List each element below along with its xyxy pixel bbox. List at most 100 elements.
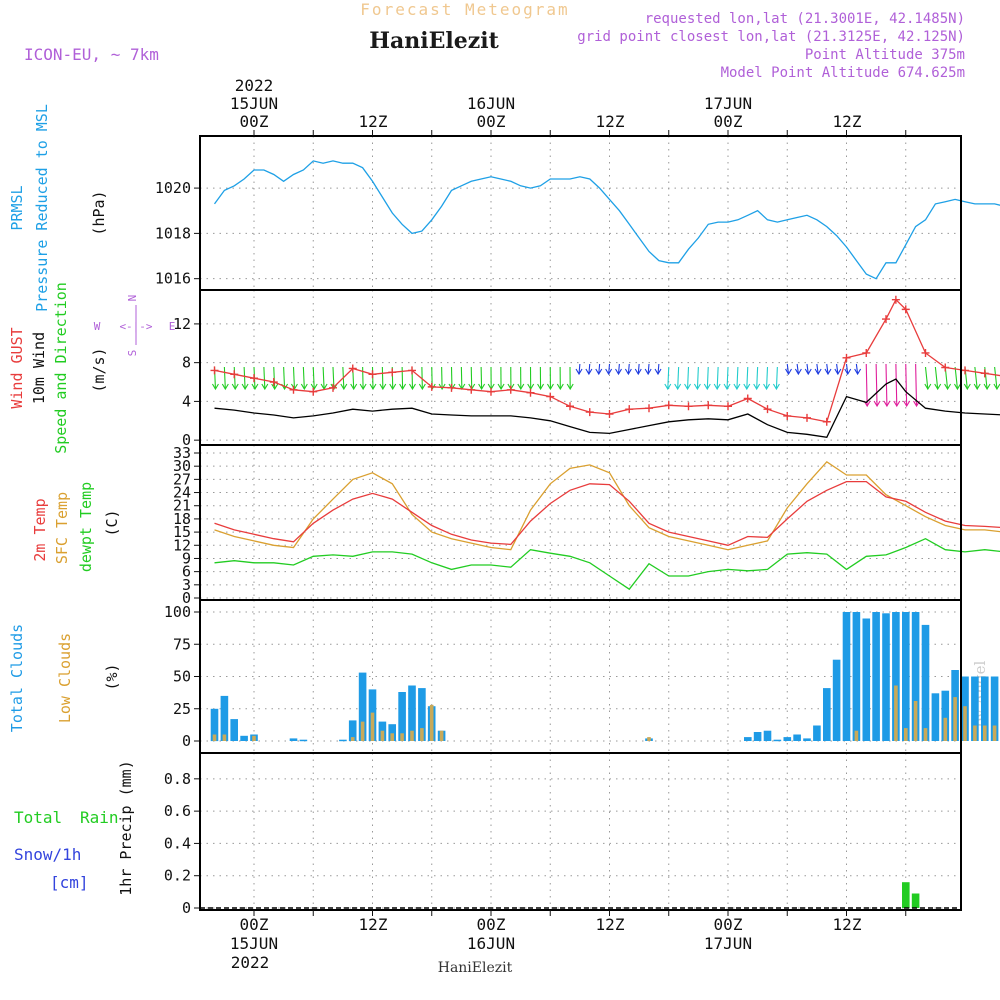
wind-direction-arrowhead <box>763 383 771 391</box>
wind-direction-arrowhead <box>674 383 682 391</box>
footer-location: HaniElezit <box>438 960 513 976</box>
gridpoint-coords: grid point closest lon,lat (21.3125E, 42… <box>577 29 965 45</box>
compass-north: N <box>126 295 139 302</box>
wind-direction-arrow <box>845 363 849 375</box>
temp-dew-label: dewpt Temp <box>77 482 95 572</box>
total-cloud-bar <box>289 738 298 741</box>
wind-direction-arrow <box>746 366 749 390</box>
y-tick-label-pressure: 1020 <box>155 179 191 197</box>
wind-gust-marker <box>269 378 278 387</box>
wind-gust-marker <box>891 295 900 304</box>
bottom-label-2-date: 16JUN <box>467 934 515 953</box>
wind-gust-marker <box>467 385 476 394</box>
wind-direction-arrow <box>332 366 335 390</box>
total-cloud-bar <box>862 618 871 741</box>
wind-gust-marker <box>348 364 357 373</box>
wind-direction-arrowhead <box>595 368 603 376</box>
y-tick-label-temperature: 15 <box>173 523 191 541</box>
precip-axis-label: 1hr Precip (mm) <box>117 760 135 895</box>
total-cloud-bar <box>773 739 782 742</box>
low-cloud-bar <box>420 728 424 741</box>
low-cloud-bar <box>390 733 394 741</box>
wind-direction-arrow <box>875 363 878 407</box>
low-cloud-bar <box>222 734 227 741</box>
wind-direction-arrowhead <box>359 383 367 391</box>
wind-direction-arrowhead <box>211 383 219 391</box>
y-tick-label-clouds: 75 <box>173 635 191 653</box>
bottom-label-0-year: 2022 <box>231 953 270 972</box>
low-cloud-bar <box>904 728 908 741</box>
frame-layer: 1016101810200481203691215182124273033025… <box>155 130 962 917</box>
pressure-line <box>213 160 1000 280</box>
wind-direction-arrowhead <box>497 383 505 391</box>
wind-direction-arrow <box>836 363 839 375</box>
total-cloud-bar <box>408 685 416 741</box>
wind-direction-arrow <box>816 363 819 375</box>
total-cloud-bar <box>803 738 811 741</box>
wind-direction-arrowhead <box>934 383 942 391</box>
y-tick-label-temperature: 30 <box>173 457 191 475</box>
top-label-0-year: 2022 <box>235 76 274 95</box>
wind-direction-arrowhead <box>693 383 701 391</box>
total-cloud-bar <box>981 676 989 741</box>
wind-gust-marker <box>961 366 969 375</box>
wind-direction-arrowhead <box>944 383 952 391</box>
wind-gust-marker <box>625 405 634 414</box>
low-cloud-bar <box>370 712 375 741</box>
total-cloud-bar <box>793 734 801 741</box>
total-cloud-bar <box>842 612 851 741</box>
precip-total-label: Total <box>14 808 62 827</box>
wind-direction-arrowhead <box>903 400 911 408</box>
total-cloud-bar <box>990 676 999 741</box>
wind-gust-marker <box>487 387 495 396</box>
rain-bar <box>911 893 920 908</box>
wind-gust-label: Wind GUST <box>8 327 26 408</box>
wind-direction-arrowhead <box>743 383 751 391</box>
wind-gust-marker <box>783 411 792 420</box>
wind-direction-arrow <box>855 363 859 375</box>
y-tick-label-temperature: 12 <box>173 536 191 554</box>
wind-direction-arrow <box>302 366 305 390</box>
wind-direction-arrowhead <box>644 368 652 376</box>
bottom-label-3-hour: 12Z <box>596 915 625 934</box>
wind-gust-marker <box>388 368 397 377</box>
wind-direction-arrowhead <box>973 383 981 391</box>
wind-direction-arrow <box>292 366 296 390</box>
wind-direction-arrowhead <box>251 383 259 391</box>
wind-direction-arrowhead <box>409 383 416 391</box>
y-tick-label-wind: 8 <box>182 354 191 372</box>
wind-direction-arrowhead <box>546 383 554 391</box>
precip-snow-label: Snow/1h <box>14 845 81 864</box>
wind-direction-arrowhead <box>624 368 632 376</box>
y-tick-label-wind: 12 <box>173 315 191 333</box>
wind-dir-label: Speed and Direction <box>52 282 70 454</box>
low-cloud-bar <box>647 737 651 741</box>
wind-gust-marker <box>250 374 258 383</box>
y-tick-label-precipitation: 0.6 <box>164 802 191 820</box>
wind-gust-marker <box>862 348 871 357</box>
wind-direction-arrow <box>273 366 276 390</box>
wind-gust-marker <box>526 388 535 397</box>
y-tick-label-temperature: 18 <box>173 510 191 528</box>
top-label-1-hour: 12Z <box>359 112 388 131</box>
total-cloud-bar <box>388 724 396 741</box>
wind-direction-arrowhead <box>733 383 741 391</box>
wind-direction-arrowhead <box>883 400 891 408</box>
wind-direction-arrowhead <box>290 383 298 391</box>
temp-2m-line <box>214 480 1000 546</box>
wind-direction-arrowhead <box>556 383 564 391</box>
low-cloud-bar <box>439 730 444 741</box>
wind-direction-arrow <box>775 366 778 390</box>
wind-direction-arrow <box>598 363 601 375</box>
low-cloud-bar <box>983 725 987 741</box>
low-cloud-bar <box>429 704 434 741</box>
wind-direction-arrowhead <box>664 383 672 391</box>
low-cloud-bar <box>350 737 355 741</box>
wind-direction-arrow <box>322 366 325 390</box>
wind-gust-marker <box>941 363 950 372</box>
wind-direction-arrow <box>796 363 799 375</box>
bottom-label-1-hour: 12Z <box>359 915 388 934</box>
y-tick-label-pressure: 1018 <box>155 224 191 242</box>
total-cloud-bar <box>398 692 406 741</box>
